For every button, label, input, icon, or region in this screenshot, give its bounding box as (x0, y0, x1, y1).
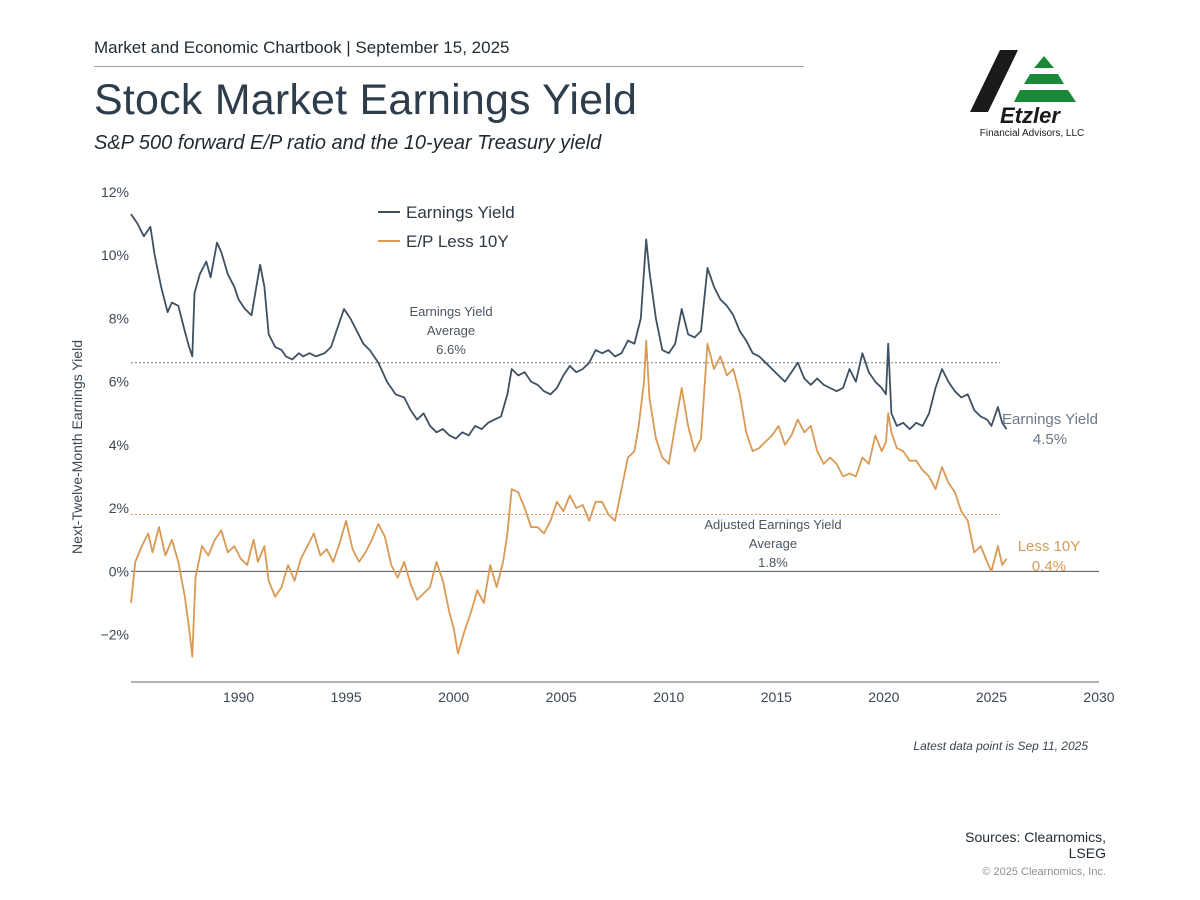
y-tick-label: 0% (109, 563, 129, 579)
logo-triangle-mid (1024, 74, 1064, 84)
x-tick-label: 2030 (1083, 689, 1114, 705)
page-title: Stock Market Earnings Yield (94, 76, 638, 124)
etzler-logo: Etzler Financial Advisors, LLC (970, 50, 1085, 139)
header-divider (94, 66, 804, 67)
x-tick-label: 2025 (976, 689, 1007, 705)
legend-label: E/P Less 10Y (406, 232, 509, 251)
series-line (130, 213, 1008, 440)
y-tick-label: 10% (101, 247, 129, 263)
sources-line-2: LSEG (1068, 845, 1106, 861)
end-label: Less 10Y (1018, 538, 1081, 555)
y-tick-label: −2% (101, 627, 129, 643)
x-tick-label: 2015 (761, 689, 792, 705)
reference-label: Average (749, 536, 797, 551)
y-tick-label: 6% (109, 374, 129, 390)
x-tick-label: 2000 (438, 689, 469, 705)
page-subtitle: S&P 500 forward E/P ratio and the 10-yea… (94, 132, 602, 154)
y-tick-label: 4% (109, 437, 129, 453)
reference-label: 1.8% (758, 555, 788, 570)
x-tick-label: 2010 (653, 689, 684, 705)
sources-note: Sources: Clearnomics, LSEG (906, 829, 1106, 861)
latest-data-note: Latest data point is Sep 11, 2025 (913, 739, 1088, 753)
logo-triangle-bot (1014, 90, 1076, 102)
logo-wordmark: Etzler (1000, 103, 1061, 128)
reference-label: 6.6% (436, 342, 466, 357)
x-tick-label: 2020 (868, 689, 899, 705)
reference-label: Earnings Yield (409, 304, 492, 319)
end-label: 0.4% (1032, 558, 1066, 575)
end-label: 4.5% (1033, 431, 1067, 448)
y-tick-label: 12% (101, 184, 129, 200)
copyright: © 2025 Clearnomics, Inc. (982, 866, 1106, 878)
x-tick-label: 1995 (331, 689, 362, 705)
logo-tagline: Financial Advisors, LLC (980, 128, 1085, 139)
sources-line-1: Sources: Clearnomics, (965, 829, 1106, 845)
series-line (130, 339, 1008, 658)
chartbook-line: Market and Economic Chartbook | Septembe… (94, 38, 510, 57)
logo-triangle-top (1034, 56, 1054, 68)
legend-label: Earnings Yield (406, 203, 515, 222)
end-label: Earnings Yield (1002, 411, 1098, 428)
x-tick-label: 1990 (223, 689, 254, 705)
reference-label: Adjusted Earnings Yield (704, 517, 841, 532)
y-axis-label: Next-Twelve-Month Earnings Yield (69, 340, 85, 554)
reference-label: Average (427, 323, 475, 338)
logo-slash (970, 50, 1018, 112)
y-tick-label: 2% (109, 500, 129, 516)
x-tick-label: 2005 (546, 689, 577, 705)
y-tick-label: 8% (109, 310, 129, 326)
